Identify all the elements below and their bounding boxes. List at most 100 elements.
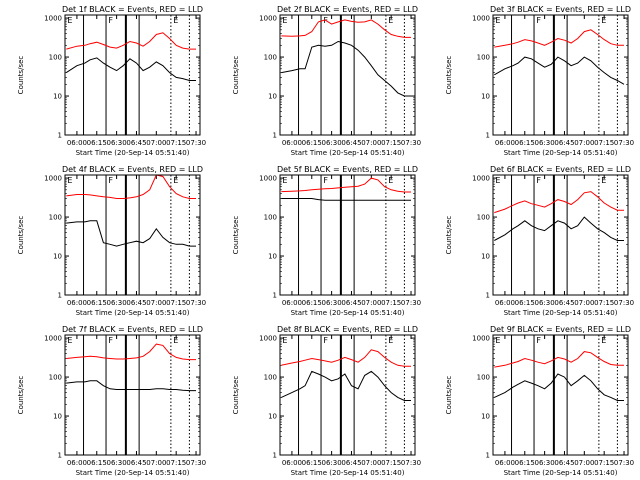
x-tick-label: 07:15: [381, 459, 401, 467]
region-label: F: [536, 16, 541, 25]
x-tick-label: 07:00: [146, 459, 166, 467]
panel-title: Det 6f BLACK = Events, RED = LLD: [490, 165, 631, 174]
x-tick-label: 06:30: [107, 139, 127, 147]
y-tick-label: 1000: [472, 15, 490, 23]
plot-frame: [492, 174, 629, 296]
region-label: E: [388, 16, 393, 25]
panel-det-7: Det 7f BLACK = Events, RED = LLD Counts/s…: [17, 325, 206, 477]
series-line-events: [281, 370, 411, 401]
x-tick-label: 07:30: [401, 459, 421, 467]
region-label: E: [495, 336, 500, 345]
x-axis-label: Start Time (20-Sep-14 05:51:40): [291, 469, 405, 477]
region-label: E: [282, 176, 287, 185]
region-label: E: [601, 176, 606, 185]
region-label: E: [173, 336, 178, 345]
y-tick-label: 1: [273, 132, 277, 140]
series-line-events: [66, 57, 196, 81]
y-tick-label: 1000: [259, 335, 277, 343]
region-label: F: [108, 16, 113, 25]
x-tick-label: 07:00: [574, 299, 594, 307]
x-axis-label: Start Time (20-Sep-14 05:51:40): [291, 149, 405, 157]
y-tick-label: 1000: [44, 15, 62, 23]
y-axis-label: Counts/sec: [17, 216, 25, 255]
region-label: E: [173, 176, 178, 185]
series-line-lld: [66, 174, 196, 199]
plot-frame: [279, 14, 416, 136]
series-line-events: [281, 40, 411, 97]
y-tick-label: 10: [268, 413, 277, 421]
x-tick-label: 07:00: [361, 139, 381, 147]
y-tick-label: 1: [58, 452, 62, 460]
y-tick-label: 1000: [259, 15, 277, 23]
y-tick-label: 1000: [44, 175, 62, 183]
panel-det-4: Det 4f BLACK = Events, RED = LLD Counts/s…: [17, 165, 206, 317]
x-tick-label: 07:30: [614, 299, 634, 307]
panel-title: Det 7f BLACK = Events, RED = LLD: [62, 325, 203, 334]
plot-frame: [64, 14, 201, 136]
region-label: F: [108, 176, 113, 185]
region-label: F: [323, 336, 328, 345]
series-line-lld: [66, 343, 196, 361]
panel-det-5: Det 5f BLACK = Events, RED = LLD Counts/s…: [232, 165, 421, 317]
y-tick-label: 100: [477, 54, 490, 62]
x-tick-label: 06:45: [126, 459, 146, 467]
region-label: E: [495, 176, 500, 185]
x-tick-label: 06:30: [322, 139, 342, 147]
panel-title: Det 8f BLACK = Events, RED = LLD: [277, 325, 418, 334]
x-axis-label: Start Time (20-Sep-14 05:51:40): [504, 469, 618, 477]
x-tick-label: 07:00: [361, 459, 381, 467]
plot-frame: [64, 334, 201, 456]
region-label: E: [282, 336, 287, 345]
x-tick-label: 07:00: [361, 299, 381, 307]
series-line-lld: [494, 191, 624, 214]
y-tick-label: 1000: [472, 175, 490, 183]
y-tick-label: 1000: [472, 335, 490, 343]
series-line-lld: [281, 19, 411, 38]
x-tick-label: 06:15: [302, 459, 322, 467]
plot-frame: [492, 334, 629, 456]
series-line-lld: [281, 349, 411, 367]
x-tick-label: 07:15: [594, 459, 614, 467]
x-axis-label: Start Time (20-Sep-14 05:51:40): [76, 469, 190, 477]
y-tick-label: 10: [268, 93, 277, 101]
region-label: F: [108, 336, 113, 345]
y-tick-label: 1: [486, 132, 490, 140]
x-tick-label: 06:45: [341, 459, 361, 467]
x-tick-label: 06:45: [554, 299, 574, 307]
panel-title: Det 9f BLACK = Events, RED = LLD: [490, 325, 631, 334]
y-tick-label: 1000: [259, 175, 277, 183]
series-line-lld: [494, 351, 624, 368]
y-tick-label: 100: [49, 214, 62, 222]
region-label: E: [495, 16, 500, 25]
x-tick-label: 06:45: [126, 139, 146, 147]
x-tick-label: 06:00: [282, 139, 302, 147]
region-label: E: [67, 176, 72, 185]
panel-det-9: Det 9f BLACK = Events, RED = LLD Counts/s…: [445, 325, 634, 477]
x-tick-label: 06:30: [535, 139, 555, 147]
x-tick-label: 06:45: [126, 299, 146, 307]
x-tick-label: 07:15: [166, 299, 186, 307]
region-label: E: [173, 16, 178, 25]
x-tick-label: 07:30: [186, 299, 206, 307]
x-tick-label: 07:15: [381, 139, 401, 147]
y-tick-label: 100: [49, 374, 62, 382]
y-tick-label: 1: [58, 132, 62, 140]
plot-frame: [492, 14, 629, 136]
y-tick-label: 10: [481, 413, 490, 421]
x-tick-label: 06:30: [535, 299, 555, 307]
x-tick-label: 06:15: [302, 139, 322, 147]
y-tick-label: 100: [264, 374, 277, 382]
y-tick-label: 100: [477, 374, 490, 382]
panel-det-3: Det 3f BLACK = Events, RED = LLD Counts/s…: [445, 5, 634, 157]
x-tick-label: 06:15: [515, 139, 535, 147]
panel-title: Det 4f BLACK = Events, RED = LLD: [62, 165, 203, 174]
series-line-lld: [66, 32, 196, 50]
panel-det-8: Det 8f BLACK = Events, RED = LLD Counts/s…: [232, 325, 421, 477]
x-tick-label: 07:15: [594, 139, 614, 147]
y-axis-label: Counts/sec: [232, 56, 240, 95]
y-tick-label: 1: [58, 292, 62, 300]
region-label: E: [67, 336, 72, 345]
series-line-events: [66, 380, 196, 392]
x-tick-label: 07:15: [381, 299, 401, 307]
x-tick-label: 07:00: [574, 139, 594, 147]
